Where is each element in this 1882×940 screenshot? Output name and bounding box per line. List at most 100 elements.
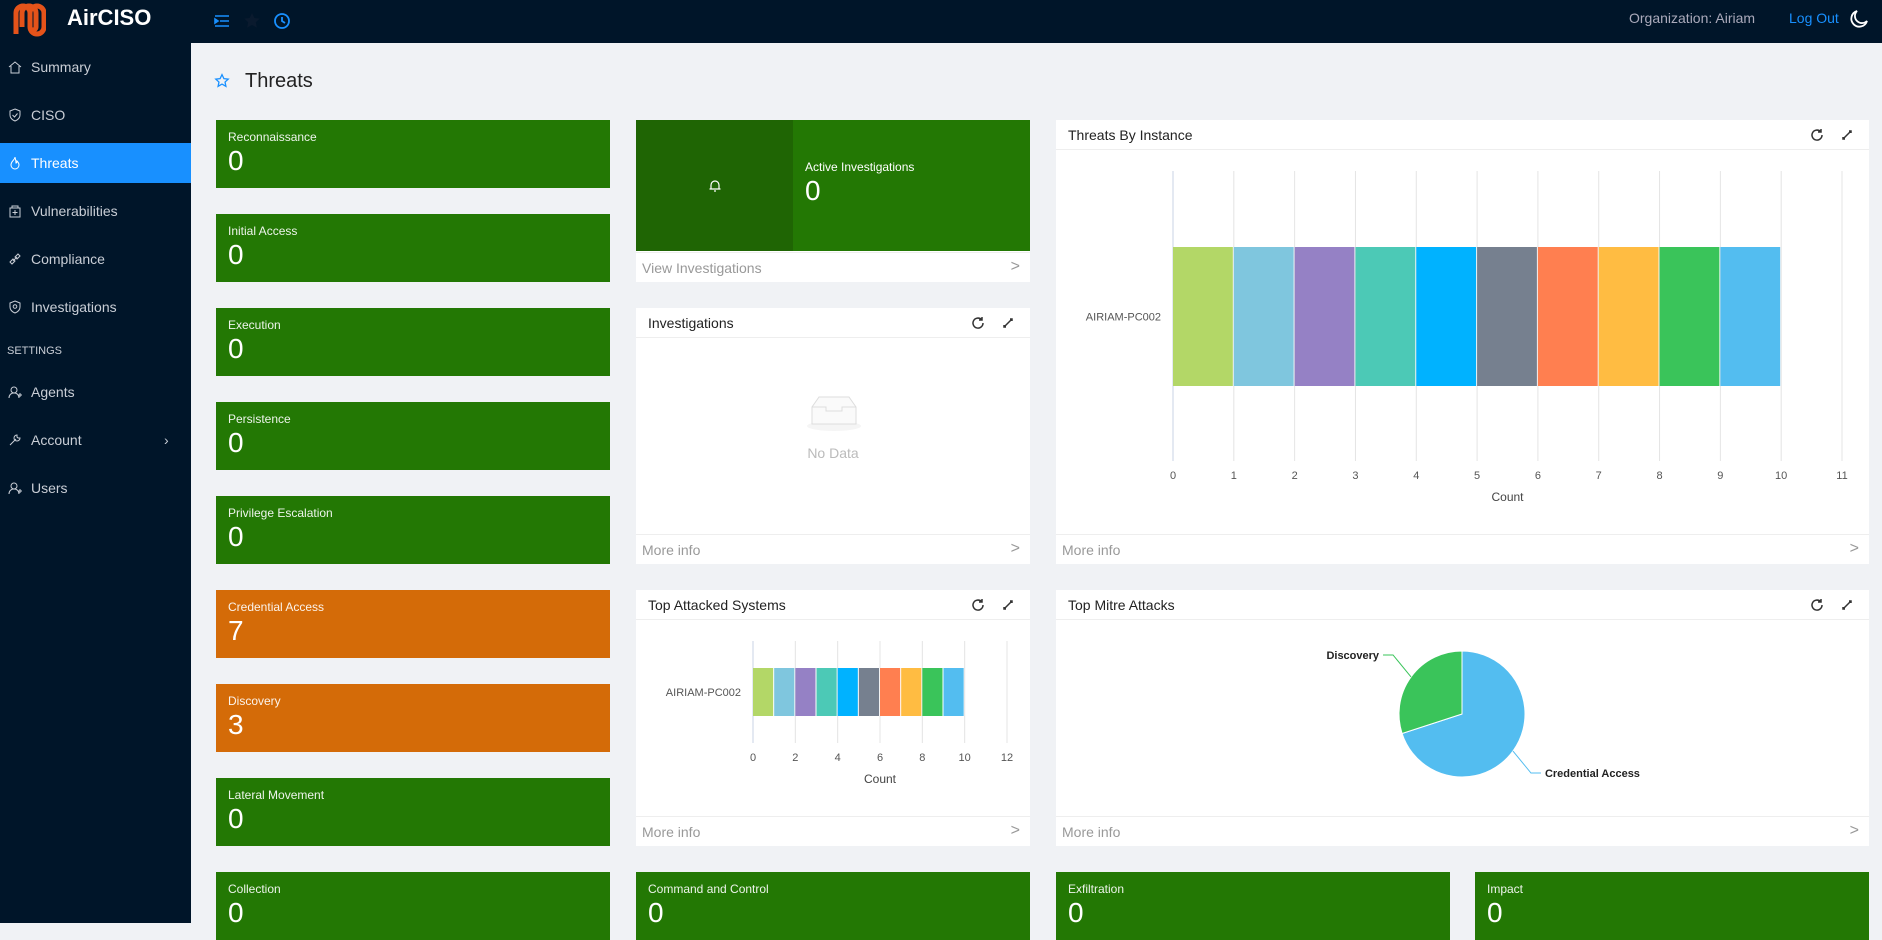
fullscreen-expand-icon[interactable] bbox=[1839, 127, 1855, 143]
tactic-label: Execution bbox=[228, 318, 281, 332]
top-header: AirCISO Organization: Airiam Log Out bbox=[0, 0, 1882, 43]
star-icon[interactable] bbox=[242, 11, 262, 31]
organization-label: Organization: Airiam bbox=[1629, 10, 1756, 26]
x-tick-label: 10 bbox=[1775, 470, 1787, 482]
fullscreen-expand-icon[interactable] bbox=[1000, 315, 1016, 331]
more-info-link[interactable]: More info > bbox=[636, 534, 1030, 564]
x-tick-label: 6 bbox=[877, 752, 883, 764]
tactic-card-exfiltration[interactable]: Exfiltration 0 bbox=[1056, 872, 1450, 940]
view-investigations-label: View Investigations bbox=[642, 260, 762, 276]
tactic-count: 0 bbox=[228, 897, 244, 928]
medicine-box-icon bbox=[9, 205, 21, 218]
tactic-card-command-and-control[interactable]: Command and Control 0 bbox=[636, 872, 1030, 940]
refresh-icon[interactable] bbox=[970, 597, 986, 613]
tactic-count: 0 bbox=[228, 803, 244, 834]
bar-segment bbox=[837, 668, 858, 716]
settings-section-label: SETTINGS bbox=[7, 345, 63, 357]
sidebar-item-users[interactable]: Users bbox=[0, 468, 191, 508]
tactic-card-privilege-escalation[interactable]: Privilege Escalation 0 bbox=[216, 496, 610, 564]
x-axis-title: Count bbox=[864, 772, 897, 786]
sidebar-item-summary[interactable]: Summary bbox=[0, 47, 191, 87]
tactic-label: Exfiltration bbox=[1068, 882, 1125, 896]
bar-segment bbox=[1416, 247, 1477, 386]
sidebar-item-ciso[interactable]: CISO bbox=[0, 95, 191, 135]
panel-title: Top Mitre Attacks bbox=[1068, 596, 1175, 613]
dark-mode-moon-icon[interactable] bbox=[1849, 9, 1869, 29]
pie-label: Discovery bbox=[1326, 650, 1379, 662]
sidebar-item-compliance[interactable]: Compliance bbox=[0, 239, 191, 279]
menu-fold-icon[interactable] bbox=[212, 11, 232, 31]
shield-check-icon bbox=[9, 108, 21, 122]
tactic-card-execution[interactable]: Execution 0 bbox=[216, 308, 610, 376]
wrench-icon bbox=[9, 434, 21, 446]
more-info-link[interactable]: More info > bbox=[636, 816, 1030, 846]
bar-segment bbox=[901, 668, 922, 716]
fullscreen-expand-icon[interactable] bbox=[1000, 597, 1016, 613]
history-icon[interactable] bbox=[272, 11, 292, 31]
x-tick-label: 3 bbox=[1352, 470, 1358, 482]
refresh-icon[interactable] bbox=[1809, 127, 1825, 143]
chevron-right-icon: > bbox=[1849, 822, 1859, 839]
tactic-card-initial-access[interactable]: Initial Access 0 bbox=[216, 214, 610, 282]
panel-title: Investigations bbox=[648, 314, 734, 331]
fullscreen-expand-icon[interactable] bbox=[1839, 597, 1855, 613]
refresh-icon[interactable] bbox=[1809, 597, 1825, 613]
tactic-card-lateral-movement[interactable]: Lateral Movement 0 bbox=[216, 778, 610, 846]
bar-segment bbox=[880, 668, 901, 716]
threats-by-instance-chart: 0 1 2 3 4 5 6 7 8 9 10 11 AIRIAM-PC002 Count bbox=[1086, 171, 1848, 504]
tactic-label: Credential Access bbox=[228, 600, 325, 614]
sidebar-item-agents[interactable]: Agents bbox=[0, 372, 191, 412]
chevron-right-icon: > bbox=[1010, 540, 1020, 557]
sidebar-item-investigations[interactable]: Investigations bbox=[0, 287, 191, 327]
sidebar-item-label: Compliance bbox=[31, 251, 105, 267]
bar-segment bbox=[943, 668, 964, 716]
tactic-label: Impact bbox=[1487, 882, 1524, 896]
active-investigations-count: 0 bbox=[805, 175, 821, 206]
tactic-count: 0 bbox=[228, 145, 244, 176]
tactic-count: 0 bbox=[648, 897, 664, 928]
sidebar-item-threats[interactable]: Threats bbox=[0, 143, 191, 183]
x-tick-label: 0 bbox=[750, 752, 756, 764]
tactic-label: Privilege Escalation bbox=[228, 506, 333, 520]
tactic-card-persistence[interactable]: Persistence 0 bbox=[216, 402, 610, 470]
favorite-star-icon[interactable] bbox=[214, 73, 230, 89]
sidebar-item-account[interactable]: Account › bbox=[0, 420, 191, 460]
airciso-logo bbox=[13, 3, 46, 37]
logout-link[interactable]: Log Out bbox=[1789, 10, 1839, 26]
tactic-card-discovery[interactable]: Discovery 3 bbox=[216, 684, 610, 752]
more-info-link[interactable]: More info > bbox=[1056, 816, 1869, 846]
users-icon bbox=[8, 482, 22, 495]
fire-icon bbox=[10, 156, 20, 170]
bar-segment bbox=[1233, 247, 1294, 386]
chevron-right-icon: > bbox=[1849, 540, 1859, 557]
top-mitre-attacks-pie: Credential Access Discovery bbox=[1326, 650, 1640, 780]
x-tick-label: 4 bbox=[1413, 470, 1419, 482]
tactic-count: 0 bbox=[228, 427, 244, 458]
more-info-link[interactable]: More info > bbox=[1056, 534, 1869, 564]
sidebar-item-label: Investigations bbox=[31, 299, 117, 315]
sidebar-item-vulnerabilities[interactable]: Vulnerabilities bbox=[0, 191, 191, 231]
empty-inbox-icon bbox=[807, 396, 861, 431]
tactic-card-credential-access[interactable]: Credential Access 7 bbox=[216, 590, 610, 658]
refresh-icon[interactable] bbox=[970, 315, 986, 331]
tactic-card-impact[interactable]: Impact 0 bbox=[1475, 872, 1869, 940]
x-tick-label: 5 bbox=[1474, 470, 1480, 482]
top-attacked-systems-panel: Top Attacked Systems 0 2 4 6 8 10 12 AIRIAM-PC0… bbox=[636, 590, 1030, 846]
x-tick-label: 1 bbox=[1231, 470, 1237, 482]
tactic-card-reconnaissance[interactable]: Reconnaissance 0 bbox=[216, 120, 610, 188]
tactic-card-collection[interactable]: Collection 0 bbox=[216, 872, 610, 940]
more-info-label: More info bbox=[642, 824, 701, 840]
more-info-label: More info bbox=[1062, 824, 1121, 840]
x-tick-label: 12 bbox=[1001, 752, 1013, 764]
active-investigations-label: Active Investigations bbox=[805, 160, 915, 174]
tactic-label: Reconnaissance bbox=[228, 130, 317, 144]
users-icon bbox=[8, 386, 22, 399]
tactic-label: Discovery bbox=[228, 694, 281, 708]
tactic-count: 0 bbox=[1487, 897, 1503, 928]
sidebar-item-label: Threats bbox=[31, 155, 79, 171]
bar-segment bbox=[753, 668, 774, 716]
tactic-label: Lateral Movement bbox=[228, 788, 325, 802]
view-investigations-link[interactable]: View Investigations > bbox=[636, 252, 1030, 282]
active-investigations-tile: Active Investigations 0 bbox=[793, 120, 1030, 251]
sidebar-item-label: Users bbox=[31, 480, 68, 496]
